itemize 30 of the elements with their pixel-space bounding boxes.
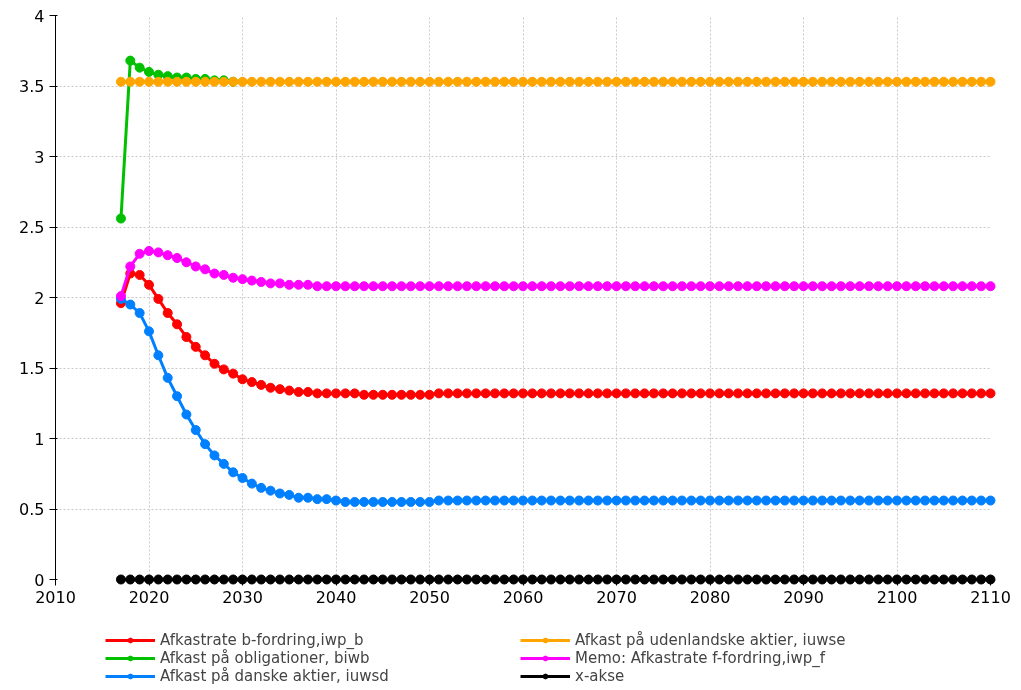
x-tick-label: 2090 bbox=[783, 587, 824, 607]
y-tick-label: 2 bbox=[34, 288, 45, 308]
y-tick-label: 3.5 bbox=[19, 77, 45, 96]
y-tick-label: 1.5 bbox=[19, 359, 45, 378]
y-tick-label: 4 bbox=[34, 6, 45, 26]
x-tick-label: 2070 bbox=[596, 587, 637, 607]
x-tick-label: 2020 bbox=[128, 587, 170, 607]
x-tick-label: 2010 bbox=[35, 587, 76, 607]
y-tick-label: 0.5 bbox=[19, 500, 45, 519]
x-tick-label: 2080 bbox=[689, 587, 731, 607]
x-tick-label: 2100 bbox=[876, 587, 918, 607]
legend-label: Afkast på obligationer, biwb bbox=[160, 649, 371, 667]
legend-label: x-akse bbox=[575, 667, 626, 685]
y-tick-label: 1 bbox=[34, 429, 45, 449]
x-tick-label: 2030 bbox=[222, 587, 263, 607]
x-tick-label: 2110 bbox=[970, 587, 1011, 607]
point bbox=[144, 66, 154, 77]
y-tick-label: 3 bbox=[34, 147, 45, 167]
x-tick-label: 2060 bbox=[502, 587, 544, 607]
legend-label: Afkastrate b-fordring,iwp_b bbox=[160, 631, 365, 649]
point bbox=[125, 55, 136, 66]
x-tick-label: 2050 bbox=[409, 587, 450, 607]
legend-label: Memo: Afkastrate f-fordring,iwp_f bbox=[575, 649, 827, 667]
legend-label: Afkast på udenlandske aktier, iuwse bbox=[575, 631, 847, 649]
point bbox=[115, 213, 126, 224]
legend-label: Afkast på danske aktier, iuwsd bbox=[160, 667, 390, 685]
y-tick-label: 0 bbox=[34, 570, 45, 590]
point bbox=[134, 62, 145, 73]
x-tick-label: 2040 bbox=[315, 587, 357, 607]
y-tick-label: 2.5 bbox=[19, 218, 45, 237]
